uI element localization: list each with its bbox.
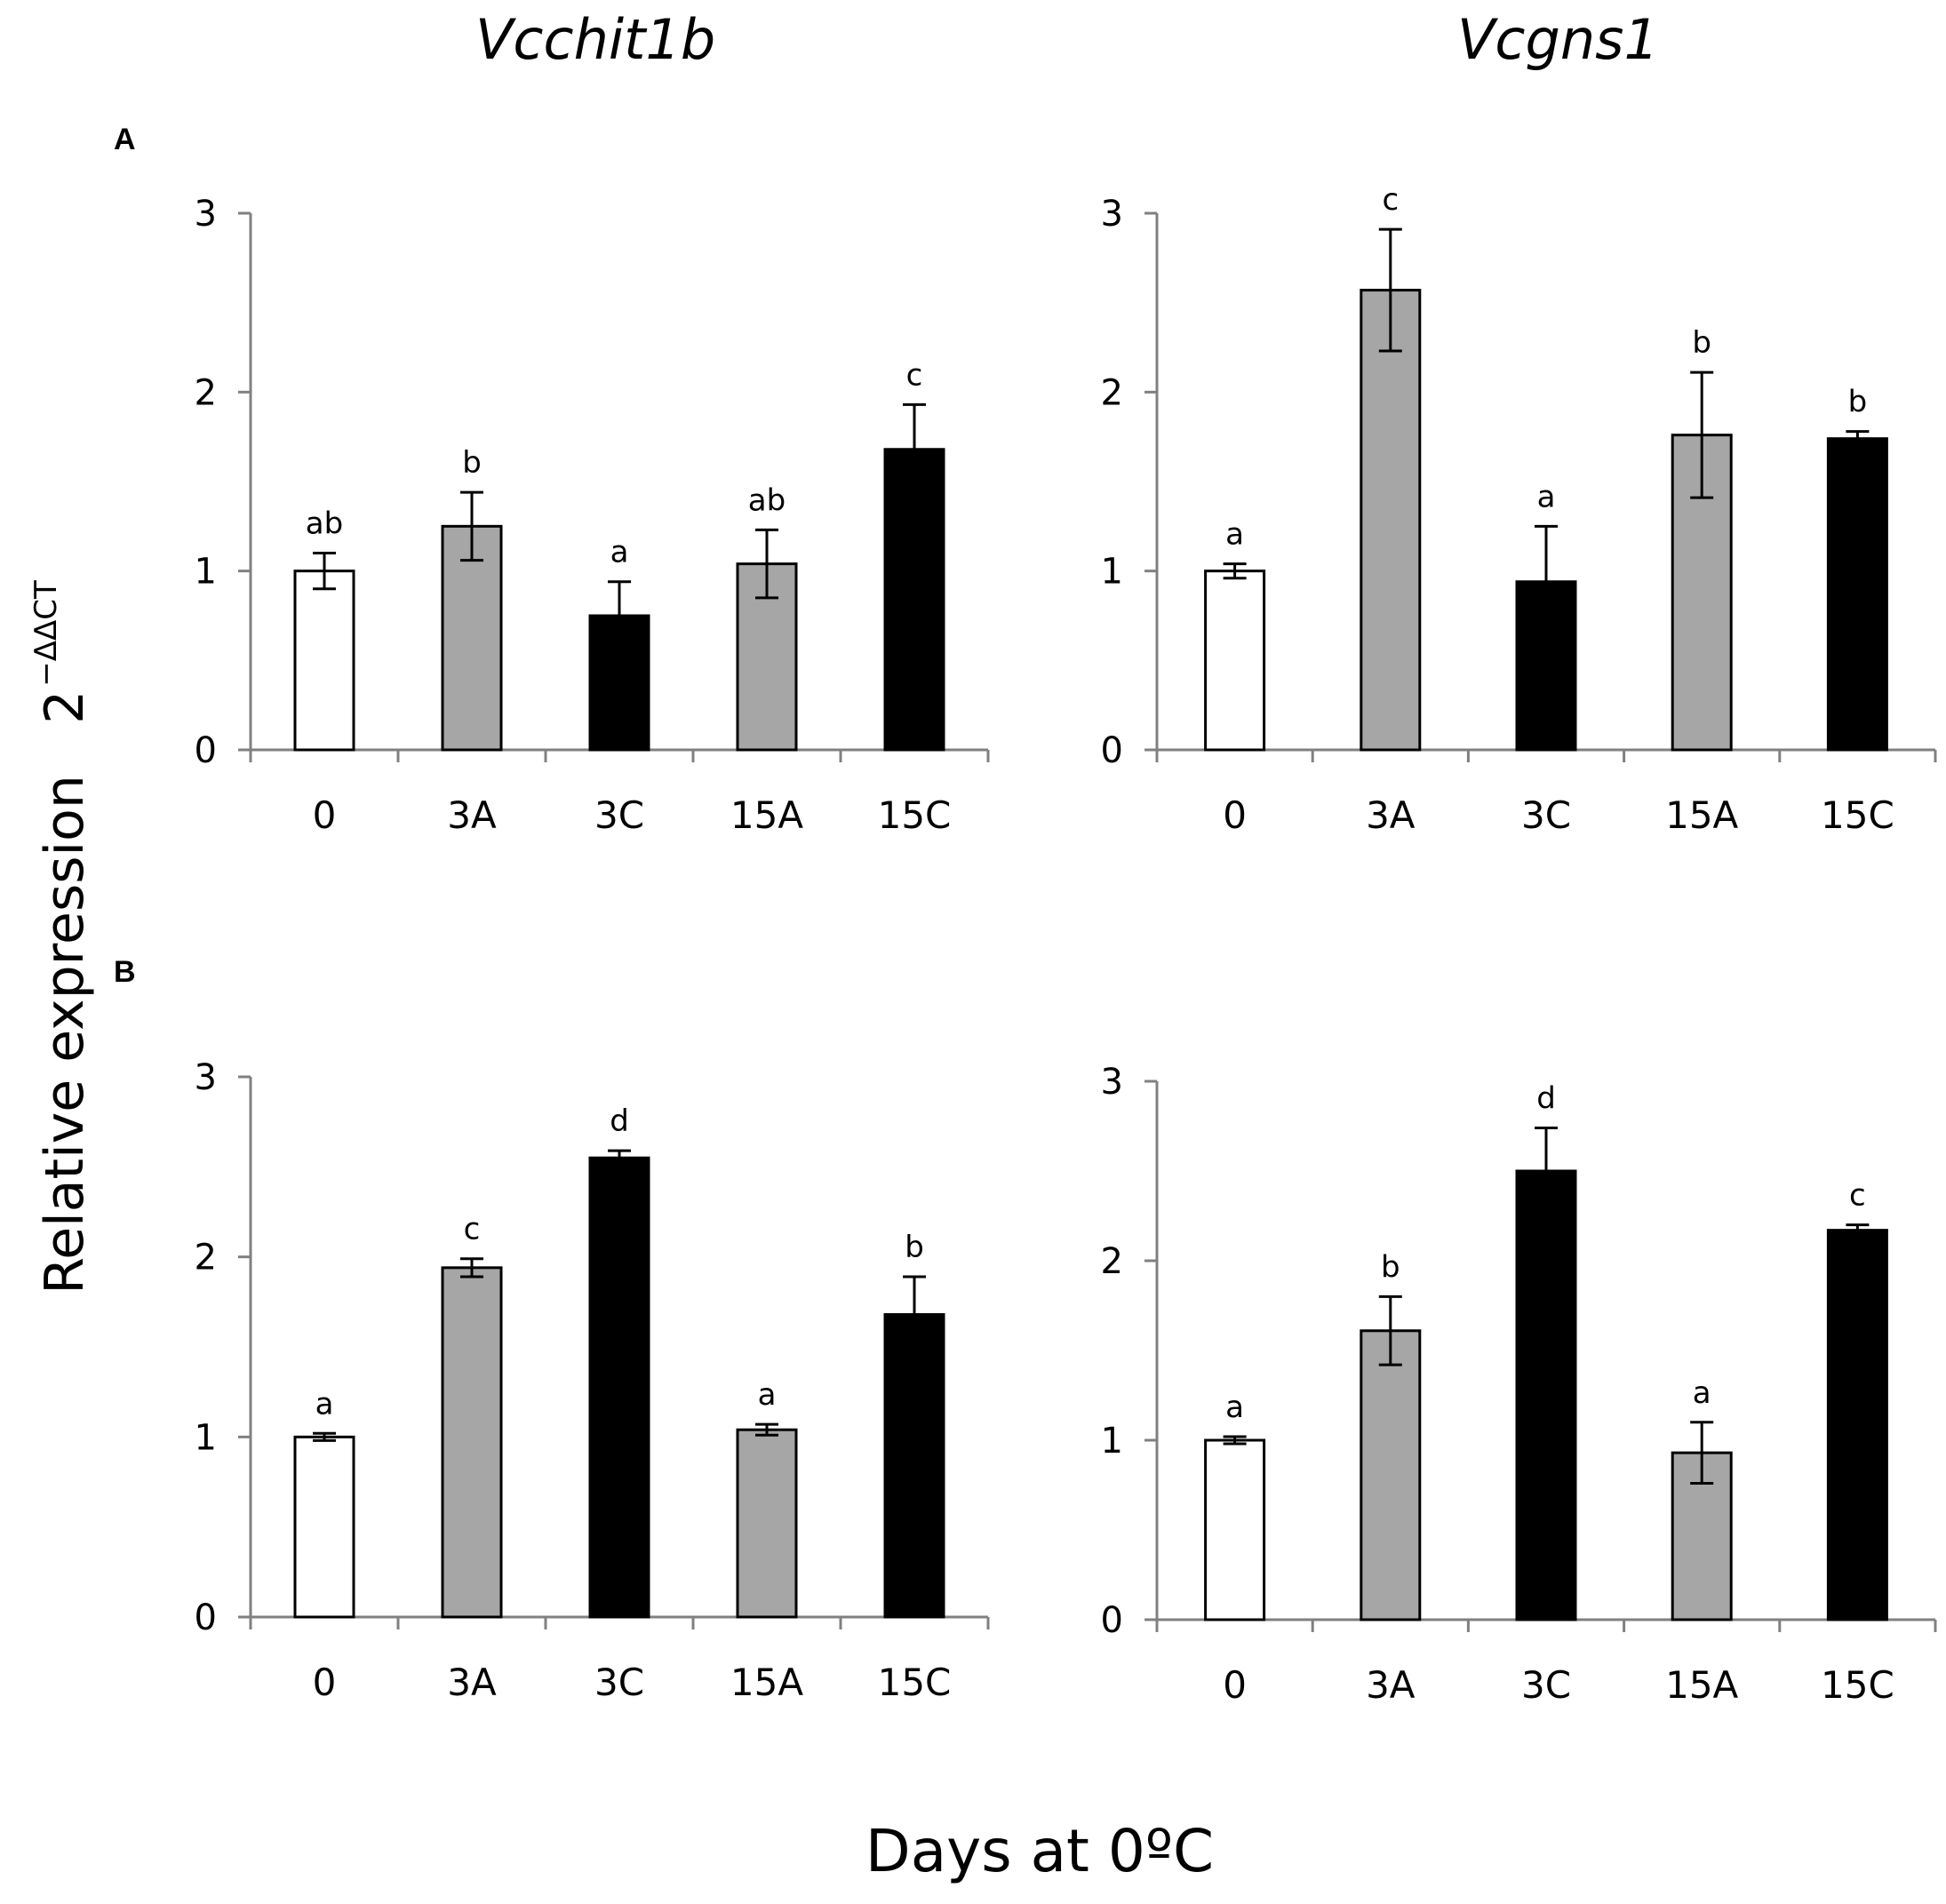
chart3-x-tick-label-15C: 15C	[878, 1661, 952, 1704]
chart4-bar-0	[1204, 1438, 1266, 1621]
chart2-bar-3A	[1360, 289, 1422, 752]
chart2-significance-15C: b	[1848, 385, 1868, 420]
chart3-bar-0	[293, 1435, 355, 1619]
chart3-x-tick-label-3C: 3C	[594, 1661, 644, 1704]
chart3-y-tick-label: 3	[195, 1057, 217, 1098]
chart3-bar-15A	[736, 1428, 798, 1619]
chart4-y-tick-label: 0	[1101, 1600, 1123, 1641]
chart3-bar-3A	[441, 1266, 503, 1619]
chart2-significance-0: a	[1225, 517, 1244, 553]
panel-label-a: A	[114, 123, 136, 156]
chart4-x-tick-label-0: 0	[1223, 1663, 1247, 1707]
chart3-y-tick-label: 0	[195, 1597, 217, 1638]
chart3-significance-3C: d	[610, 1103, 629, 1139]
chart4-significance-15A: a	[1693, 1375, 1711, 1411]
chart1-x-tick-label-3A: 3A	[447, 793, 497, 837]
chart2-y-tick-label: 0	[1101, 730, 1123, 771]
chart2-bar-0	[1204, 570, 1266, 752]
chart1-significance-15C: c	[906, 357, 923, 393]
chart4-y-tick-label: 1	[1101, 1421, 1123, 1462]
chart4-bar-15C	[1826, 1229, 1888, 1621]
chart1-x-tick-label-3C: 3C	[594, 793, 644, 837]
chart2-y-tick-label: 2	[1101, 372, 1123, 413]
x-axis-label: Days at 0ºC	[865, 1817, 1215, 1885]
chart4-x-tick-label-3A: 3A	[1366, 1663, 1416, 1707]
chart1-bar-15C	[883, 448, 945, 752]
chart3-y-tick-label: 1	[195, 1417, 217, 1458]
chart2-x-tick-label-3A: 3A	[1366, 793, 1416, 837]
chart2-significance-3A: c	[1382, 182, 1399, 218]
chart3-y-tick-label: 2	[195, 1238, 217, 1279]
chart1-y-tick-label: 3	[195, 194, 217, 235]
chart3-x-tick-label-15A: 15A	[730, 1661, 803, 1704]
chart2-y-tick-label: 1	[1101, 552, 1123, 593]
chart2-x-tick-label-0: 0	[1223, 793, 1247, 837]
chart1-x-tick-label-0: 0	[313, 793, 337, 837]
chart4-significance-3A: b	[1381, 1249, 1400, 1285]
chart1-significance-3C: a	[610, 535, 629, 570]
chart1-x-tick-label-15C: 15C	[878, 793, 952, 837]
chart1-y-tick-label: 0	[195, 730, 217, 771]
chart3-significance-0: a	[315, 1386, 334, 1422]
chart4-significance-15C: c	[1849, 1178, 1866, 1214]
chart2-significance-15A: b	[1692, 325, 1711, 361]
chart4-significance-3C: d	[1536, 1081, 1556, 1117]
chart1-bar-3A	[441, 524, 503, 752]
chart2-x-tick-label-15C: 15C	[1821, 793, 1894, 837]
chart1-significance-15A: ab	[748, 482, 786, 518]
chart4-bar-3A	[1360, 1329, 1422, 1621]
chart2-bar-15C	[1826, 437, 1888, 752]
chart3-bar-3C	[588, 1156, 650, 1619]
chart1-significance-3A: b	[462, 445, 482, 481]
chart4-x-tick-label-15C: 15C	[1821, 1663, 1894, 1707]
chart4-x-tick-label-3C: 3C	[1521, 1663, 1571, 1707]
chart4-y-tick-label: 3	[1101, 1062, 1123, 1103]
chart4-significance-0: a	[1225, 1390, 1244, 1425]
chart1-y-tick-label: 1	[195, 552, 217, 593]
chart3-significance-3A: c	[464, 1212, 481, 1247]
chart4-x-tick-label-15A: 15A	[1665, 1663, 1738, 1707]
column-title-right: Vcgns1	[1457, 7, 1659, 72]
chart3-x-tick-label-0: 0	[313, 1661, 337, 1704]
chart3-bar-15C	[883, 1313, 945, 1619]
chart1-y-tick-label: 2	[195, 372, 217, 413]
panel-label-b: B	[114, 955, 136, 989]
chart1-significance-0: ab	[306, 506, 343, 542]
chart4-bar-3C	[1515, 1169, 1577, 1621]
column-title-left: Vcchit1b	[475, 7, 716, 72]
chart1-x-tick-label-15A: 15A	[730, 793, 803, 837]
chart1-bar-0	[293, 570, 355, 752]
chart2-x-tick-label-3C: 3C	[1521, 793, 1571, 837]
chart4-y-tick-label: 2	[1101, 1241, 1123, 1282]
chart3-x-tick-label-3A: 3A	[447, 1661, 497, 1704]
chart1-bar-3C	[588, 614, 650, 752]
chart3-significance-15C: b	[905, 1230, 924, 1265]
chart2-y-tick-label: 3	[1101, 194, 1123, 235]
chart2-x-tick-label-15A: 15A	[1665, 793, 1738, 837]
chart3-significance-15A: a	[758, 1377, 777, 1413]
chart2-significance-3C: a	[1537, 479, 1556, 514]
